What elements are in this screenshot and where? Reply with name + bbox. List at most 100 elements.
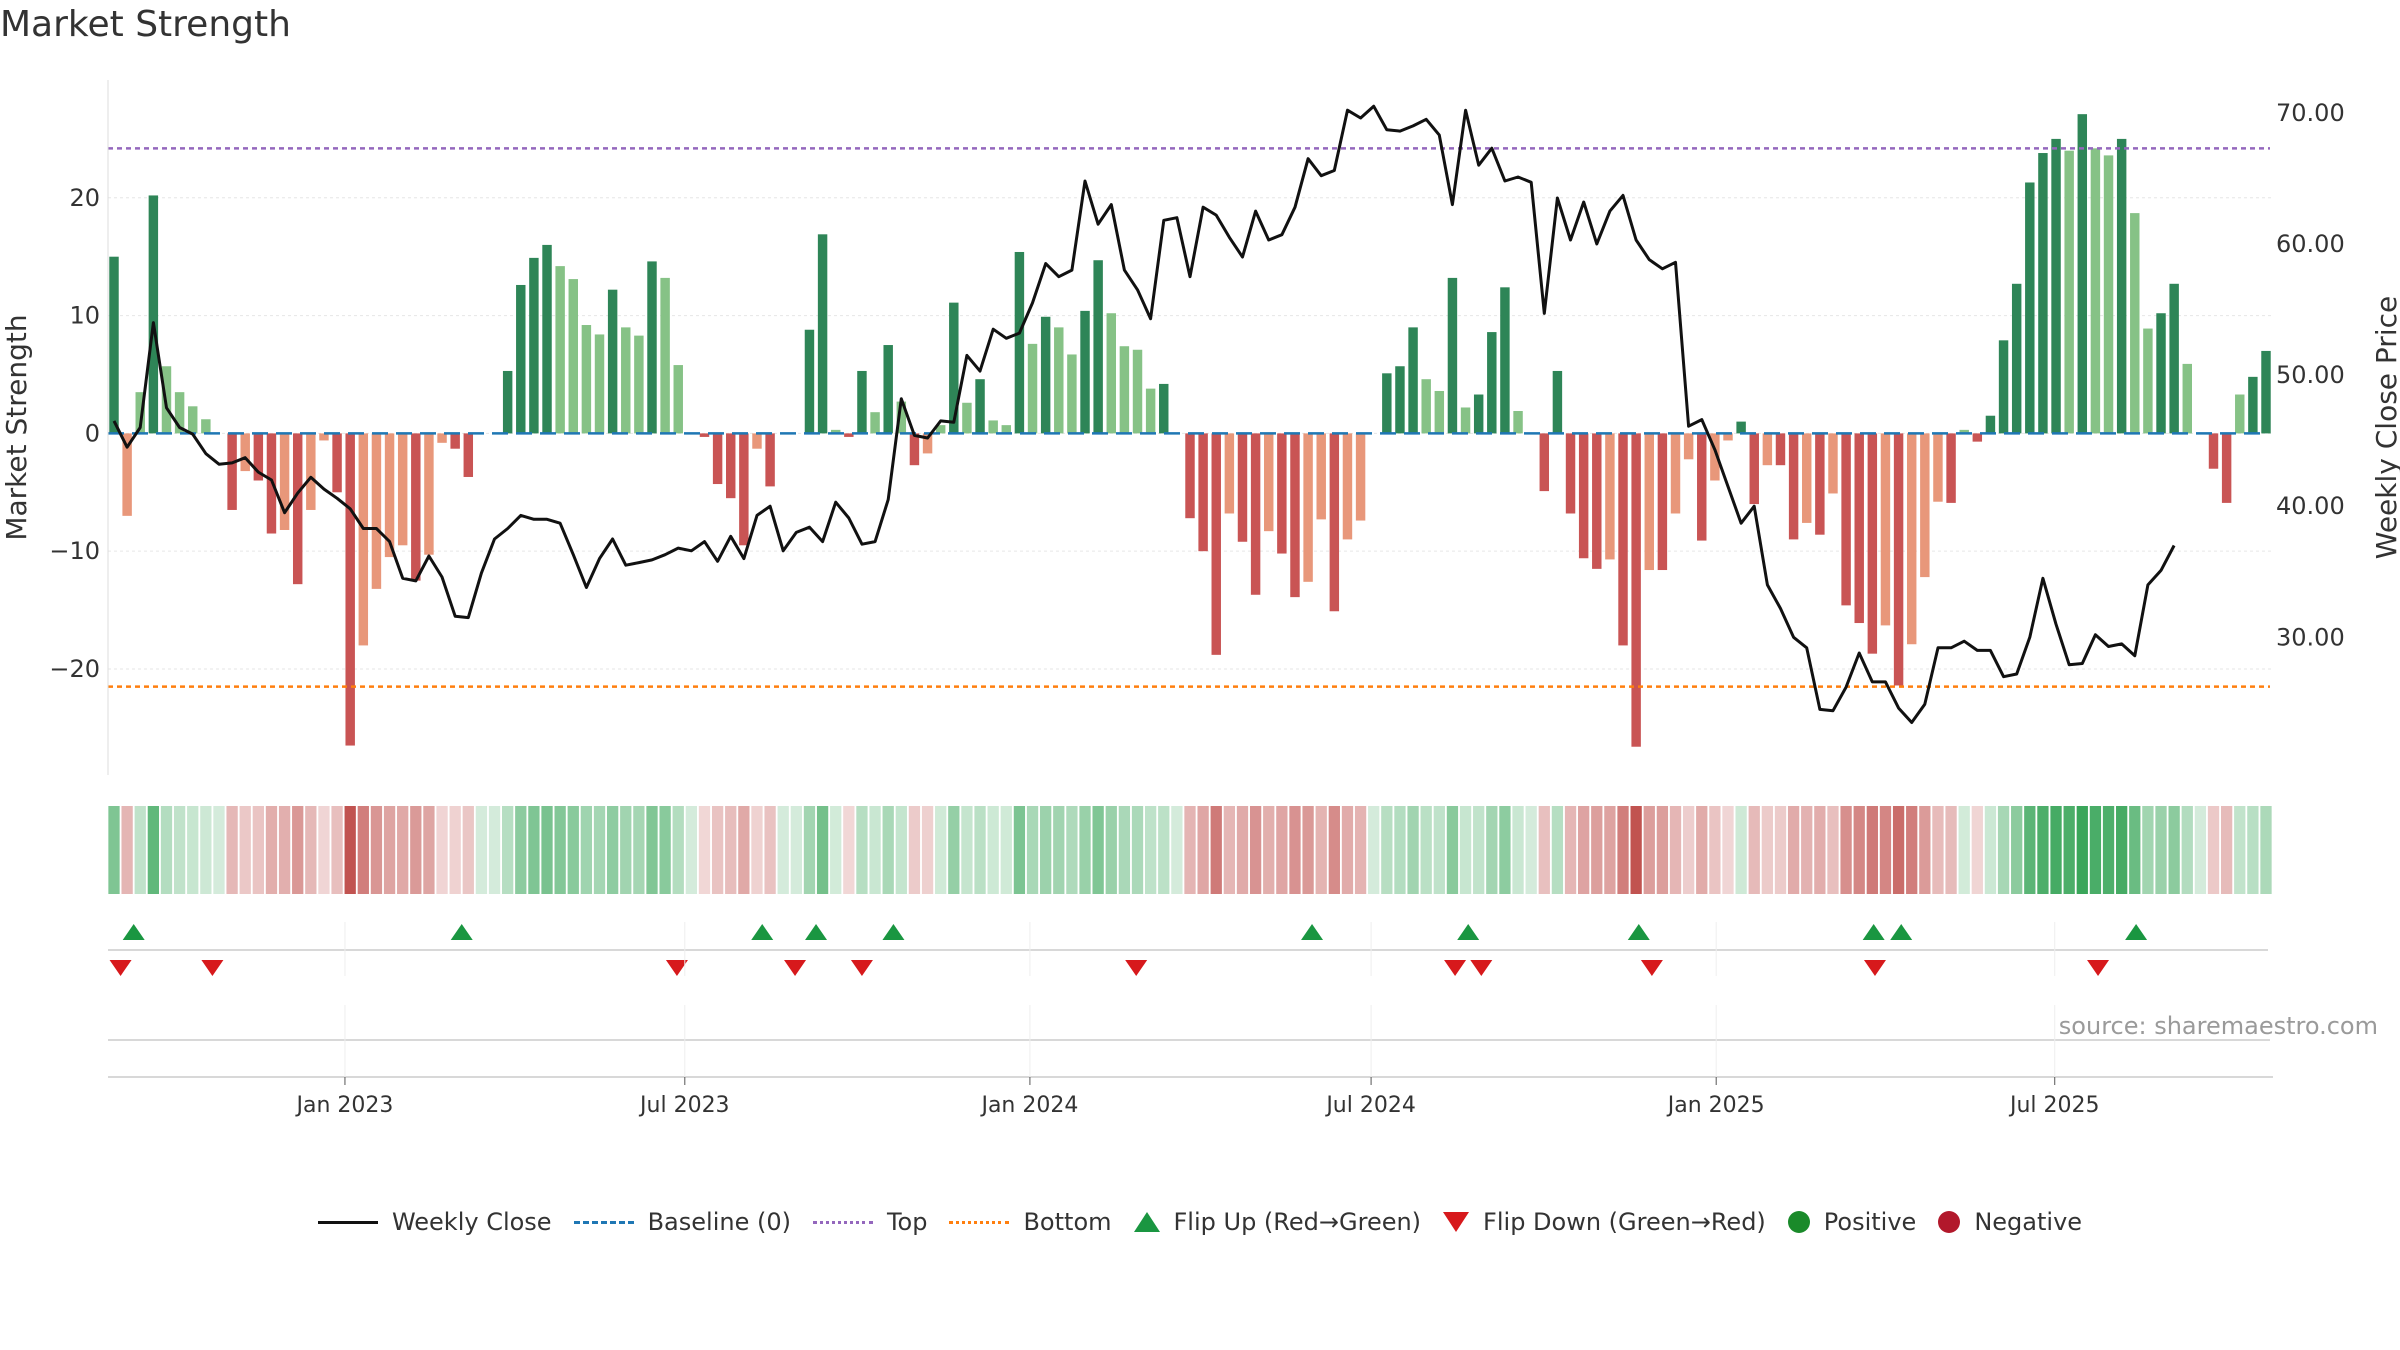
ribbon-cell <box>1748 806 1760 894</box>
ribbon-cell <box>1341 806 1354 894</box>
strength-bar <box>1592 433 1602 569</box>
ribbon-cell <box>1787 806 1800 894</box>
y-tick-label: 20 <box>69 184 100 212</box>
ribbon-cell <box>2076 806 2088 894</box>
strength-bar <box>109 256 119 434</box>
ribbon-cell <box>869 806 881 894</box>
flip-down-marker <box>201 960 224 976</box>
ribbon-cell <box>659 806 671 894</box>
strength-bar <box>2221 433 2232 503</box>
ribbon-cell <box>803 806 816 894</box>
strength-bar <box>1434 390 1445 434</box>
ribbon-cell <box>1092 806 1104 894</box>
legend-item-top: Top <box>812 1208 927 1236</box>
ribbon-cell <box>1171 806 1183 894</box>
strength-bar <box>975 379 985 434</box>
ribbon-cell <box>1079 806 1091 894</box>
line-swatch-icon <box>317 1220 378 1224</box>
strength-bar <box>962 402 972 434</box>
ribbon-cell <box>410 806 422 894</box>
strength-bar <box>1605 433 1615 560</box>
strength-bar <box>1119 346 1130 434</box>
flip-up-marker <box>450 924 473 940</box>
strength-bar <box>1211 433 1221 655</box>
legend-label: Baseline (0) <box>647 1208 791 1236</box>
strength-bar <box>2182 363 2192 434</box>
ribbon-cell <box>672 806 684 894</box>
ribbon-cell <box>790 806 802 894</box>
strength-bar <box>752 433 762 449</box>
ribbon-cell <box>2247 806 2259 894</box>
legend-label: Flip Down (Green→Red) <box>1483 1208 1766 1236</box>
ribbon-cell <box>1013 806 1026 894</box>
y2-axis-label: Weekly Close Price <box>2370 296 2400 559</box>
strength-bar <box>1736 421 1746 434</box>
strength-bar <box>909 433 920 466</box>
flip-up-marker <box>1627 924 1650 940</box>
ribbon-cell <box>1433 806 1445 894</box>
strength-bar <box>1710 433 1720 481</box>
ribbon-cell <box>1381 806 1393 894</box>
ribbon-cell <box>1210 806 1222 894</box>
strength-bar <box>739 433 749 546</box>
legend-label: Positive <box>1823 1208 1917 1236</box>
strength-bar <box>1946 433 1956 503</box>
ribbon-cell <box>1289 806 1301 894</box>
ribbon-cell <box>121 806 133 894</box>
ribbon-cell <box>1446 806 1459 894</box>
chart-title: Market Strength <box>0 4 291 45</box>
strength-bar <box>2025 182 2035 434</box>
ribbon-cell <box>2089 806 2102 894</box>
ribbon-cell <box>1276 806 1288 894</box>
ribbon-cell <box>1040 806 1052 894</box>
strength-bar <box>844 433 854 437</box>
strength-bar <box>1040 316 1051 434</box>
strength-bar <box>1500 287 1510 434</box>
strength-bar <box>1985 415 1996 434</box>
ribbon-cell <box>147 806 160 894</box>
ribbon-cell <box>751 806 763 894</box>
strength-bar <box>1145 388 1156 434</box>
ribbon-cell <box>633 806 645 894</box>
ribbon-cell <box>1984 806 1997 894</box>
ribbon-cell <box>1486 806 1498 894</box>
ribbon-cell <box>2234 806 2246 894</box>
ribbon-cell <box>1879 806 1892 894</box>
legend-label: Bottom <box>1023 1208 1112 1236</box>
ribbon-cell <box>318 806 330 894</box>
strength-bar <box>1408 327 1418 434</box>
strength-bar <box>1250 433 1261 595</box>
strength-bar <box>411 433 421 581</box>
ribbon-cell <box>2168 806 2180 894</box>
strength-bar <box>1998 340 2009 434</box>
strength-bar <box>2038 153 2048 434</box>
ribbon-cell <box>606 806 619 894</box>
ribbon-cell <box>2194 806 2207 894</box>
ribbon-cell <box>777 806 789 894</box>
ribbon-cell <box>397 806 409 894</box>
legend: Weekly Close Baseline (0) Top Bottom Fli… <box>0 1208 2400 1236</box>
ribbon-cell <box>1656 806 1669 894</box>
strength-bar <box>1697 433 1707 541</box>
ribbon-cell <box>1459 806 1472 894</box>
ribbon-cell <box>2260 806 2272 894</box>
strength-bar <box>1788 433 1799 540</box>
strength-bar <box>450 433 460 449</box>
weekly-close-line <box>112 104 2176 724</box>
strength-bar <box>1027 343 1038 434</box>
flip-up-marker <box>1457 924 1480 940</box>
strength-bar <box>332 433 342 493</box>
ribbon-cell <box>528 806 540 894</box>
ribbon-cell <box>2024 806 2036 894</box>
ribbon-cell <box>1394 806 1406 894</box>
ribbon-cell <box>2220 806 2233 894</box>
ribbon-cell <box>685 806 698 894</box>
ribbon-cell <box>935 806 947 894</box>
strength-bar <box>397 433 408 546</box>
ribbon-cell <box>1578 806 1590 894</box>
triangle-up-icon <box>1133 1212 1160 1232</box>
ribbon-cell <box>1499 806 1511 894</box>
strength-bar <box>1880 433 1891 626</box>
ribbon-cell <box>1643 806 1655 894</box>
